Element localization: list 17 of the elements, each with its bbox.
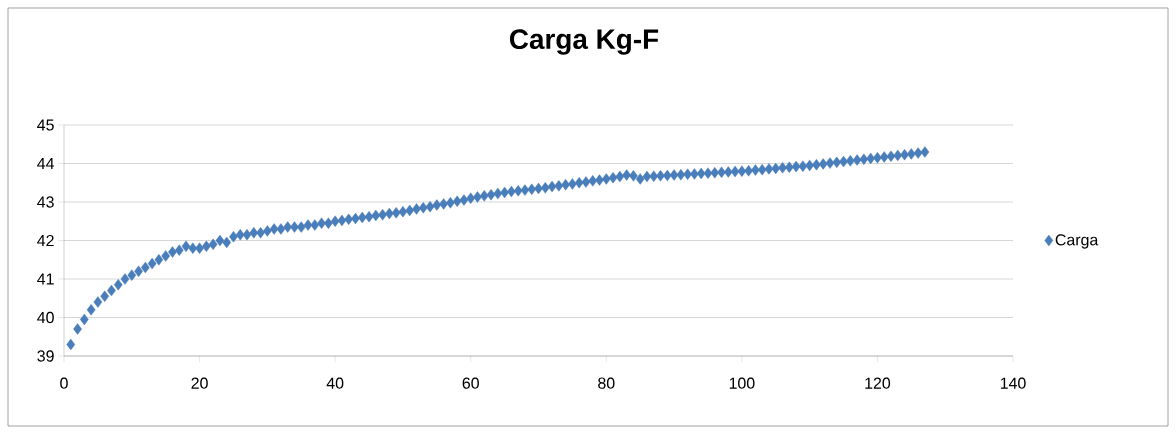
x-tick-label: 100 (729, 377, 755, 389)
chart-title: Carga Kg-F (509, 29, 659, 55)
x-tick-label: 20 (191, 377, 208, 389)
x-tick-label: 80 (598, 377, 615, 389)
y-tick-label: 41 (37, 273, 54, 285)
y-tick-label: 42 (37, 234, 54, 247)
x-tick-label: 60 (462, 377, 479, 389)
x-tick-label: 0 (60, 377, 68, 389)
y-tick-label: 39 (37, 350, 54, 362)
x-tick-label: 120 (865, 377, 891, 389)
x-tick-label: 140 (1000, 377, 1026, 389)
y-tick-label: 45 (37, 119, 54, 131)
x-tick-label: 40 (326, 377, 344, 389)
y-tick-label: 40 (37, 311, 54, 324)
y-tick-label: 44 (37, 158, 55, 169)
legend-label: Carga (1055, 234, 1099, 249)
y-tick-label: 43 (37, 196, 54, 208)
